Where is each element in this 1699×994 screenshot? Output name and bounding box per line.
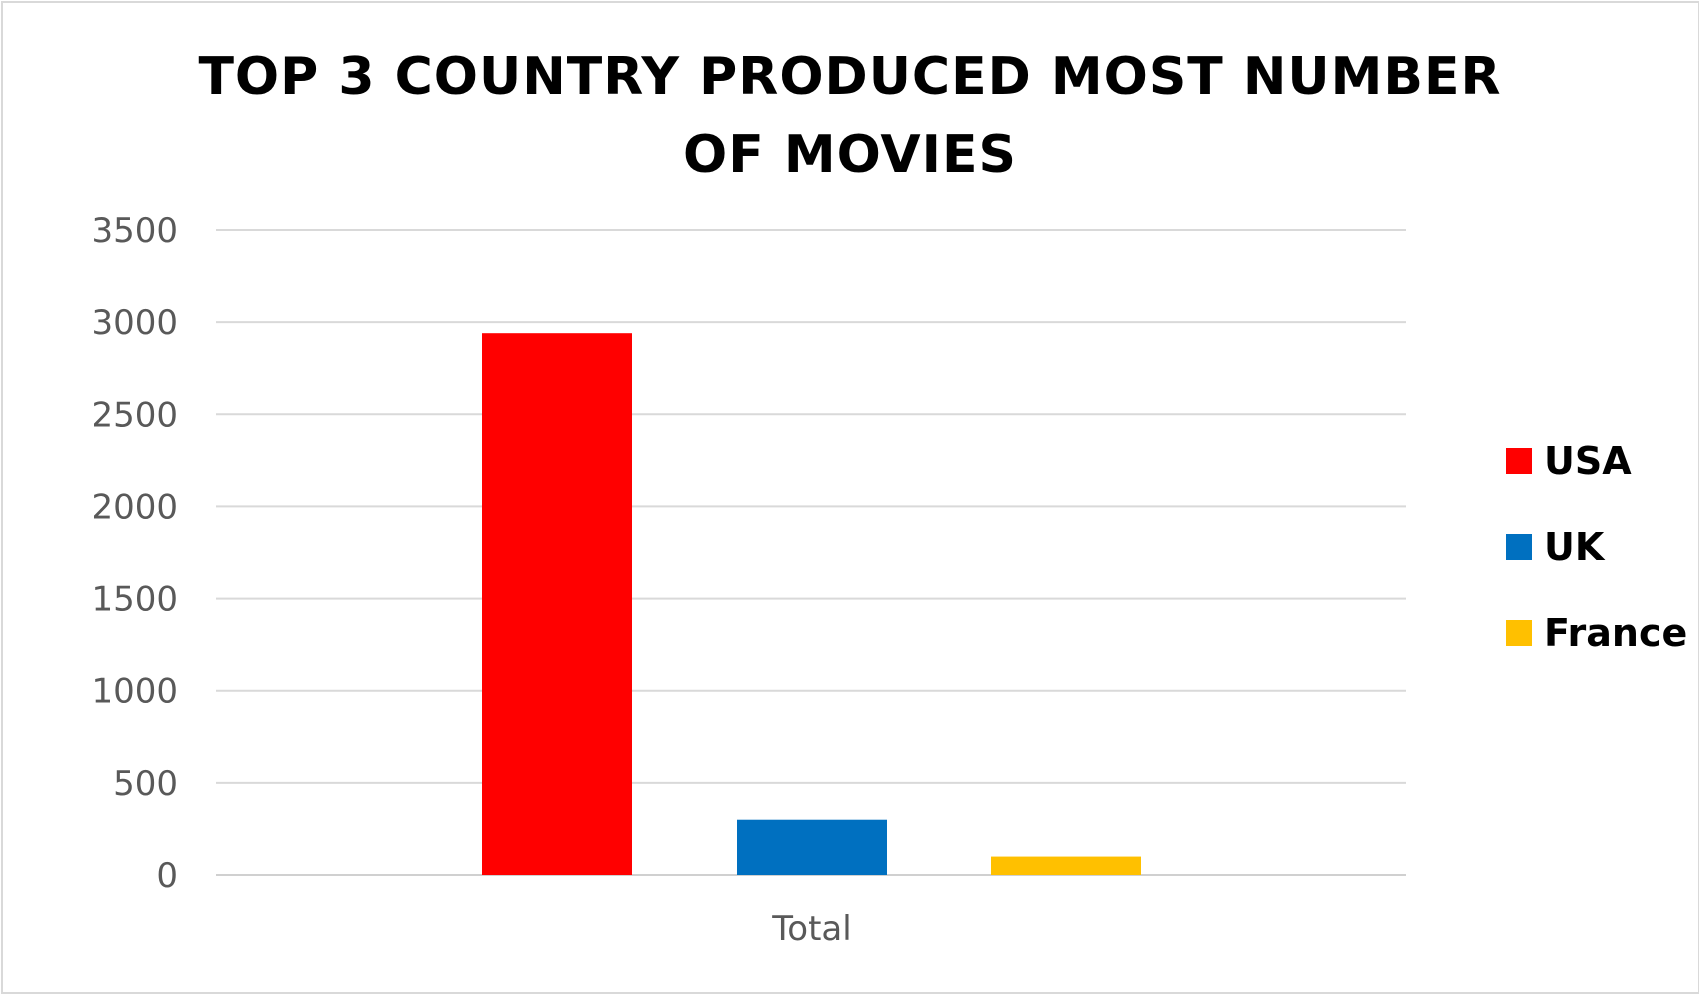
x-axis-labels: Total [771, 909, 851, 949]
bar-france [991, 856, 1141, 875]
legend-item-uk: UK [1506, 504, 1687, 590]
legend-swatch-uk [1506, 534, 1532, 560]
legend-label-usa: USA [1544, 439, 1632, 483]
legend-swatch-usa [1506, 448, 1532, 474]
y-tick-label-1500: 1500 [91, 580, 178, 620]
legend-label-uk: UK [1544, 525, 1605, 569]
legend-label-france: France [1544, 611, 1688, 655]
y-axis-ticks: 0 500 1000 1500 2000 2500 3000 3500 [91, 211, 178, 896]
y-tick-label-3000: 3000 [91, 303, 178, 343]
y-tick-label-1000: 1000 [91, 672, 178, 712]
gridlines [216, 229, 1406, 876]
x-tick-label-total: Total [771, 909, 851, 949]
legend: USA UK France [1506, 418, 1687, 676]
legend-item-france: France [1506, 590, 1687, 676]
y-tick-label-3500: 3500 [91, 211, 178, 251]
y-tick-label-2000: 2000 [91, 487, 178, 527]
bars [482, 333, 1141, 875]
y-tick-label-0: 0 [156, 856, 178, 896]
y-tick-label-2500: 2500 [91, 395, 178, 435]
bar-usa [482, 333, 632, 875]
y-tick-label-500: 500 [113, 764, 178, 804]
bar-uk [737, 819, 887, 875]
legend-item-usa: USA [1506, 418, 1687, 504]
chart-title: TOP 3 COUNTRY PRODUCED MOST NUMBER OF MO… [198, 47, 1502, 185]
legend-swatch-france [1506, 620, 1532, 646]
